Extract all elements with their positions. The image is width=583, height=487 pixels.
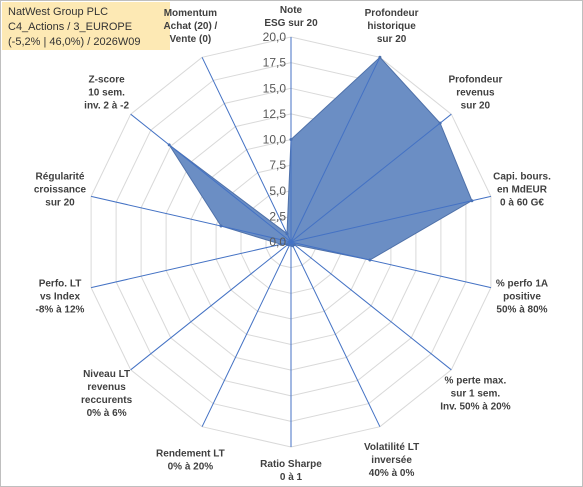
series-area [168,56,473,261]
axis-label-10: Perfo. LT vs Index -8% à 12% [36,279,85,316]
spoke-4 [290,241,492,289]
chart-title-line-1: NatWest Group PLC [8,6,109,18]
axis-label-8: Rendement LT 0% à 20% [156,449,225,473]
axis-label-7: Ratio Sharpe 0 à 1 [260,459,322,483]
tick-label-3: 7,5 [269,158,286,172]
tick-label-0: 0,0 [269,235,286,249]
axis-label-2: Profondeur revenus sur 20 [448,75,502,112]
chart-title-box: NatWest Group PLC C4_Actions / 3_EUROPE … [2,2,170,50]
axis-label-6: Volatilité LT inversée 40% à 0% [364,442,419,479]
axis-label-1: Profondeur historique sur 20 [365,8,419,45]
tick-label-6: 15,0 [263,81,287,95]
spoke-11 [90,195,292,243]
axis-label-0: Note ESG sur 20 [264,5,318,29]
axis-label-11: Régularité croissance sur 20 [34,171,87,208]
spoke-10 [90,241,292,289]
spoke-1 [290,57,381,243]
tick-label-5: 12,5 [263,107,287,121]
spoke-6 [290,241,381,427]
spoke-13 [201,57,292,243]
tick-label-8: 20,0 [263,30,287,44]
chart-title-line-3: (-5,2% | 46,0%) / 2026W09 [8,36,141,48]
tick-label-2: 5,0 [269,184,286,198]
chart-title-line-2: C4_Actions / 3_EUROPE [8,21,133,33]
axis-label-9: Niveau LT revenus reccurents 0% à 6% [81,369,133,419]
tick-label-1: 2,5 [269,209,286,223]
axis-label-4: % perfo 1A positive 50% à 80% [496,279,548,316]
spoke-8 [201,241,292,427]
tick-label-7: 17,5 [263,56,287,70]
axis-label-13: Momentum Achat (20) / Vente (0) [163,8,217,45]
spoke-3 [290,195,492,243]
spoke-5 [290,241,452,371]
axis-label-5: % perte max. sur 1 sem. Inv. 50% à 20% [440,375,511,412]
axis-label-12: Z-score 10 sem. inv. 2 à -2 [84,75,129,112]
tick-label-4: 10,0 [263,133,287,147]
spoke-12 [130,113,292,243]
spoke-9 [130,241,292,371]
axis-label-3: Capi. bours. en MdEUR 0 à 60 G€ [493,171,551,208]
spoke-2 [290,113,452,243]
